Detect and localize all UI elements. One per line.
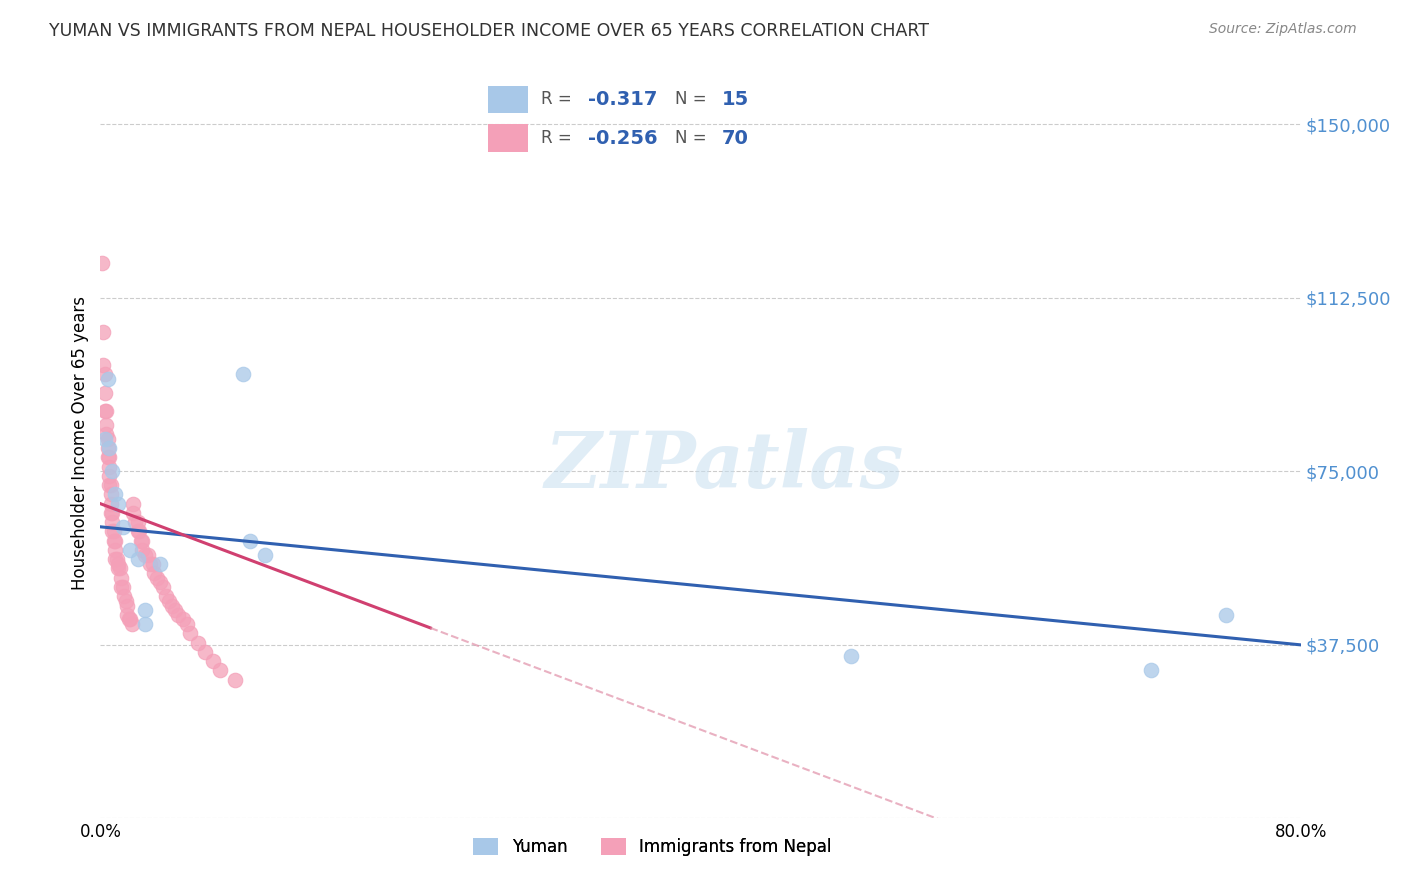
Point	[97, 372, 120, 386]
Point	[98, 459, 121, 474]
Point	[96, 427, 118, 442]
Point	[149, 557, 172, 571]
Point	[120, 543, 142, 558]
Point	[122, 497, 145, 511]
Point	[97, 432, 120, 446]
Point	[194, 645, 217, 659]
Point	[104, 543, 127, 558]
Point	[98, 478, 121, 492]
Point	[232, 367, 254, 381]
Point	[201, 654, 224, 668]
Point	[97, 441, 120, 455]
Point	[100, 506, 122, 520]
Point	[100, 497, 122, 511]
Point	[94, 432, 117, 446]
Point	[98, 469, 121, 483]
Point	[162, 599, 184, 613]
Point	[134, 603, 156, 617]
Point	[107, 557, 129, 571]
Point	[127, 524, 149, 539]
Point	[90, 256, 112, 270]
Point	[101, 506, 124, 520]
Point	[839, 649, 862, 664]
Text: ZIPatlas: ZIPatlas	[544, 428, 904, 504]
Point	[122, 506, 145, 520]
Point	[146, 571, 169, 585]
Point	[94, 367, 117, 381]
Point	[139, 557, 162, 571]
Point	[104, 533, 127, 548]
Point	[131, 543, 153, 558]
Point	[179, 626, 201, 640]
Point	[131, 533, 153, 548]
Point	[209, 663, 232, 677]
Point	[172, 612, 194, 626]
Point	[107, 497, 129, 511]
Point	[1139, 663, 1161, 677]
Point	[110, 580, 132, 594]
Text: YUMAN VS IMMIGRANTS FROM NEPAL HOUSEHOLDER INCOME OVER 65 YEARS CORRELATION CHAR: YUMAN VS IMMIGRANTS FROM NEPAL HOUSEHOLD…	[49, 22, 929, 40]
Point	[105, 552, 128, 566]
Point	[103, 524, 125, 539]
Point	[111, 580, 134, 594]
Text: Source: ZipAtlas.com: Source: ZipAtlas.com	[1209, 22, 1357, 37]
Point	[94, 404, 117, 418]
Point	[239, 533, 262, 548]
Point	[127, 552, 149, 566]
Point	[149, 575, 172, 590]
Point	[165, 603, 187, 617]
Point	[127, 515, 149, 529]
Point	[155, 589, 177, 603]
Point	[115, 594, 138, 608]
Point	[1215, 607, 1237, 622]
Point	[107, 561, 129, 575]
Point	[187, 635, 209, 649]
Point	[167, 607, 190, 622]
Point	[120, 612, 142, 626]
Point	[134, 617, 156, 632]
Point	[98, 441, 121, 455]
Point	[97, 450, 120, 465]
Legend: Yuman, Immigrants from Nepal: Yuman, Immigrants from Nepal	[467, 831, 838, 863]
Point	[96, 417, 118, 432]
Point	[224, 673, 246, 687]
Point	[142, 557, 165, 571]
Point	[152, 580, 174, 594]
Point	[93, 326, 115, 340]
Y-axis label: Householder Income Over 65 years: Householder Income Over 65 years	[72, 296, 89, 591]
Point	[118, 612, 141, 626]
Point	[93, 358, 115, 372]
Point	[124, 515, 146, 529]
Point	[117, 607, 139, 622]
Point	[157, 594, 180, 608]
Point	[104, 552, 127, 566]
Point	[101, 524, 124, 539]
Point	[143, 566, 166, 580]
Point	[98, 450, 121, 465]
Point	[117, 599, 139, 613]
Point	[129, 533, 152, 548]
Point	[111, 520, 134, 534]
Point	[108, 561, 131, 575]
Point	[134, 548, 156, 562]
Point	[94, 385, 117, 400]
Point	[100, 487, 122, 501]
Point	[121, 617, 143, 632]
Point	[254, 548, 277, 562]
Point	[128, 524, 150, 539]
Point	[104, 487, 127, 501]
Point	[110, 571, 132, 585]
Point	[176, 617, 198, 632]
Point	[138, 548, 160, 562]
Point	[96, 404, 118, 418]
Point	[112, 589, 135, 603]
Point	[100, 478, 122, 492]
Point	[103, 533, 125, 548]
Point	[101, 515, 124, 529]
Point	[101, 464, 124, 478]
